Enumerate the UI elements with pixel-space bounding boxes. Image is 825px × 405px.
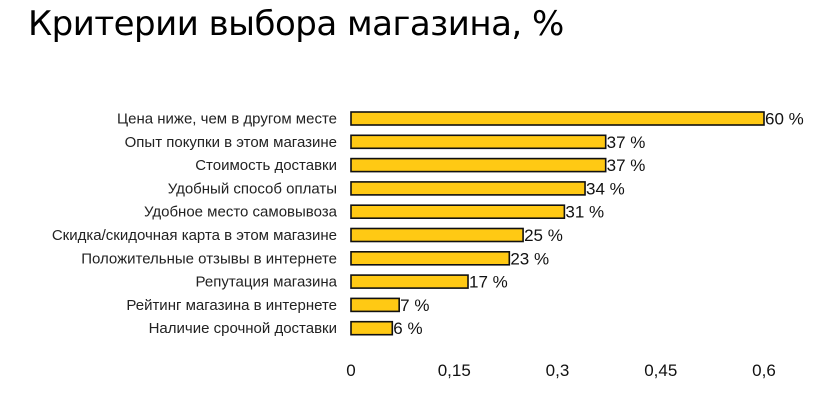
category-label: Репутация магазина (196, 274, 338, 291)
chart-title: Критерии выбора магазина, % (28, 4, 564, 44)
value-label: 37 % (607, 156, 646, 175)
bar (350, 111, 765, 126)
category-label: Стоимость доставки (195, 157, 337, 174)
x-tick-label: 0,15 (438, 361, 471, 380)
bar (350, 297, 400, 313)
category-label: Цена ниже, чем в другом месте (117, 111, 337, 128)
bar (350, 274, 469, 289)
category-label: Удобный способ оплаты (168, 180, 337, 197)
bar (350, 157, 607, 173)
bars-group (350, 111, 765, 336)
x-tick-label: 0,6 (752, 361, 776, 380)
value-label: 31 % (565, 203, 604, 222)
value-label: 37 % (607, 133, 646, 152)
bar (350, 134, 607, 150)
value-label: 23 % (510, 249, 549, 268)
category-label: Рейтинг магазина в интернете (126, 297, 337, 314)
value-labels: 60 % 37 % 37 % 34 % 31 %25 % 23 %17 % 7 % 6 % (393, 110, 803, 339)
value-label: 7 % (400, 296, 429, 315)
x-tick-label: 0 (346, 361, 355, 380)
bar (350, 251, 511, 266)
category-label: Опыт покупки в этом магазине (125, 134, 337, 151)
value-label: 6 % (393, 319, 422, 338)
x-axis-tick-labels: 0 0,15 0,3 0,45 0,6 (346, 361, 776, 380)
bar (350, 227, 524, 243)
bar (350, 204, 566, 219)
category-label: Удобное место самовывоза (144, 204, 338, 221)
category-label: Скидка/скидочная карта в этом магазине (52, 227, 337, 244)
category-label: Положительные отзывы в интернете (81, 250, 337, 267)
x-tick-label: 0,45 (644, 361, 677, 380)
category-labels: Цена ниже, чем в другом месте Опыт покупк… (52, 111, 338, 338)
category-label: Наличие срочной доставки (149, 320, 337, 337)
value-label: 34 % (586, 179, 625, 198)
value-label: 17 % (469, 273, 508, 292)
bar (350, 181, 586, 196)
value-label: 25 % (524, 226, 563, 245)
value-label: 60 % (765, 110, 804, 129)
x-tick-label: 0,3 (546, 361, 570, 380)
bar (350, 320, 394, 336)
